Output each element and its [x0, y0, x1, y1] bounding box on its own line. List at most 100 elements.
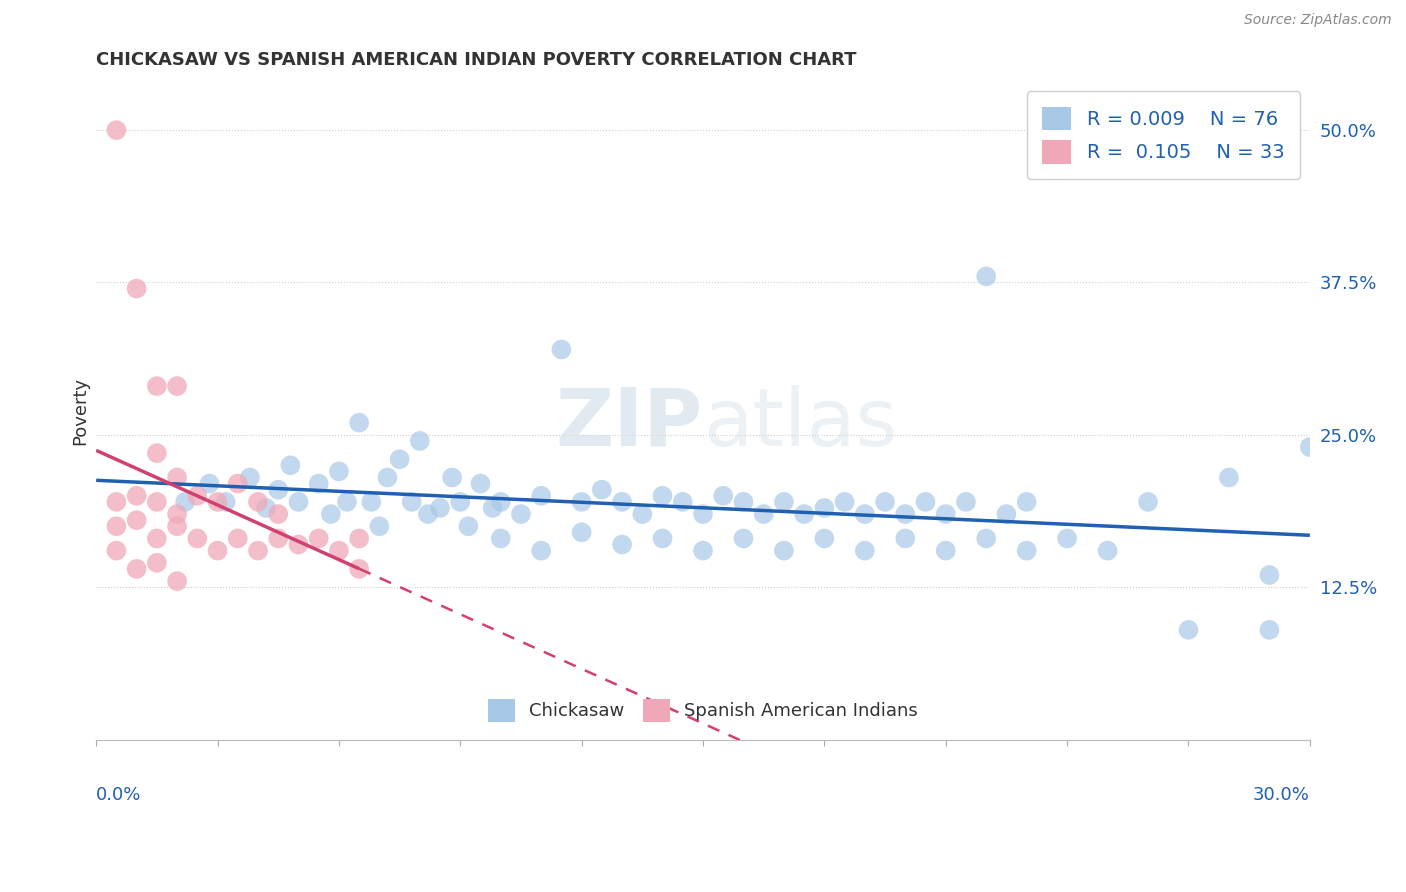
Point — [247, 495, 270, 509]
Point — [267, 507, 290, 521]
Point — [347, 416, 370, 430]
Point — [207, 495, 229, 509]
Point — [280, 458, 302, 473]
Point — [226, 476, 249, 491]
Point — [146, 556, 169, 570]
Point — [105, 519, 128, 533]
Point — [813, 500, 835, 515]
Point — [651, 532, 673, 546]
Point — [631, 507, 654, 521]
Point — [328, 543, 350, 558]
Point — [441, 470, 464, 484]
Point — [247, 543, 270, 558]
Point — [105, 123, 128, 137]
Legend: Chickasaw, Spanish American Indians: Chickasaw, Spanish American Indians — [479, 690, 927, 731]
Point — [974, 269, 997, 284]
Point — [267, 532, 290, 546]
Point — [1015, 543, 1038, 558]
Point — [347, 562, 370, 576]
Text: ZIP: ZIP — [555, 384, 703, 463]
Point — [287, 537, 309, 551]
Point — [347, 532, 370, 546]
Point — [733, 495, 755, 509]
Point — [510, 507, 533, 521]
Point — [267, 483, 290, 497]
Point — [914, 495, 936, 509]
Point — [105, 495, 128, 509]
Point — [610, 537, 633, 551]
Point — [894, 532, 917, 546]
Point — [793, 507, 815, 521]
Point — [853, 507, 876, 521]
Point — [711, 489, 734, 503]
Point — [530, 543, 553, 558]
Point — [752, 507, 775, 521]
Point — [773, 543, 796, 558]
Point — [773, 495, 796, 509]
Point — [360, 495, 382, 509]
Point — [166, 507, 188, 521]
Point — [409, 434, 432, 448]
Point — [470, 476, 492, 491]
Point — [853, 543, 876, 558]
Point — [481, 500, 503, 515]
Point — [368, 519, 391, 533]
Point — [449, 495, 471, 509]
Point — [146, 495, 169, 509]
Point — [166, 519, 188, 533]
Point — [1258, 568, 1281, 582]
Point — [935, 543, 957, 558]
Point — [125, 562, 148, 576]
Point — [214, 495, 236, 509]
Point — [651, 489, 673, 503]
Point — [429, 500, 451, 515]
Point — [894, 507, 917, 521]
Point — [955, 495, 977, 509]
Point — [308, 476, 330, 491]
Point — [174, 495, 197, 509]
Point — [834, 495, 856, 509]
Text: 0.0%: 0.0% — [96, 786, 142, 804]
Point — [166, 379, 188, 393]
Text: CHICKASAW VS SPANISH AMERICAN INDIAN POVERTY CORRELATION CHART: CHICKASAW VS SPANISH AMERICAN INDIAN POV… — [96, 51, 856, 69]
Point — [198, 476, 221, 491]
Point — [125, 489, 148, 503]
Point — [401, 495, 423, 509]
Point — [319, 507, 342, 521]
Point — [591, 483, 613, 497]
Point — [388, 452, 411, 467]
Point — [166, 470, 188, 484]
Point — [692, 543, 714, 558]
Point — [935, 507, 957, 521]
Point — [530, 489, 553, 503]
Point — [457, 519, 479, 533]
Point — [125, 513, 148, 527]
Point — [1258, 623, 1281, 637]
Point — [1015, 495, 1038, 509]
Point — [146, 379, 169, 393]
Point — [416, 507, 439, 521]
Text: Source: ZipAtlas.com: Source: ZipAtlas.com — [1244, 13, 1392, 28]
Point — [146, 446, 169, 460]
Point — [254, 500, 277, 515]
Point — [1218, 470, 1240, 484]
Point — [186, 532, 208, 546]
Text: atlas: atlas — [703, 384, 897, 463]
Point — [336, 495, 359, 509]
Point — [308, 532, 330, 546]
Point — [328, 464, 350, 478]
Point — [239, 470, 262, 484]
Point — [146, 532, 169, 546]
Point — [377, 470, 399, 484]
Point — [1097, 543, 1119, 558]
Point — [610, 495, 633, 509]
Point — [672, 495, 695, 509]
Point — [125, 282, 148, 296]
Point — [974, 532, 997, 546]
Point — [186, 489, 208, 503]
Point — [207, 543, 229, 558]
Point — [287, 495, 309, 509]
Point — [166, 574, 188, 588]
Point — [813, 532, 835, 546]
Point — [489, 532, 512, 546]
